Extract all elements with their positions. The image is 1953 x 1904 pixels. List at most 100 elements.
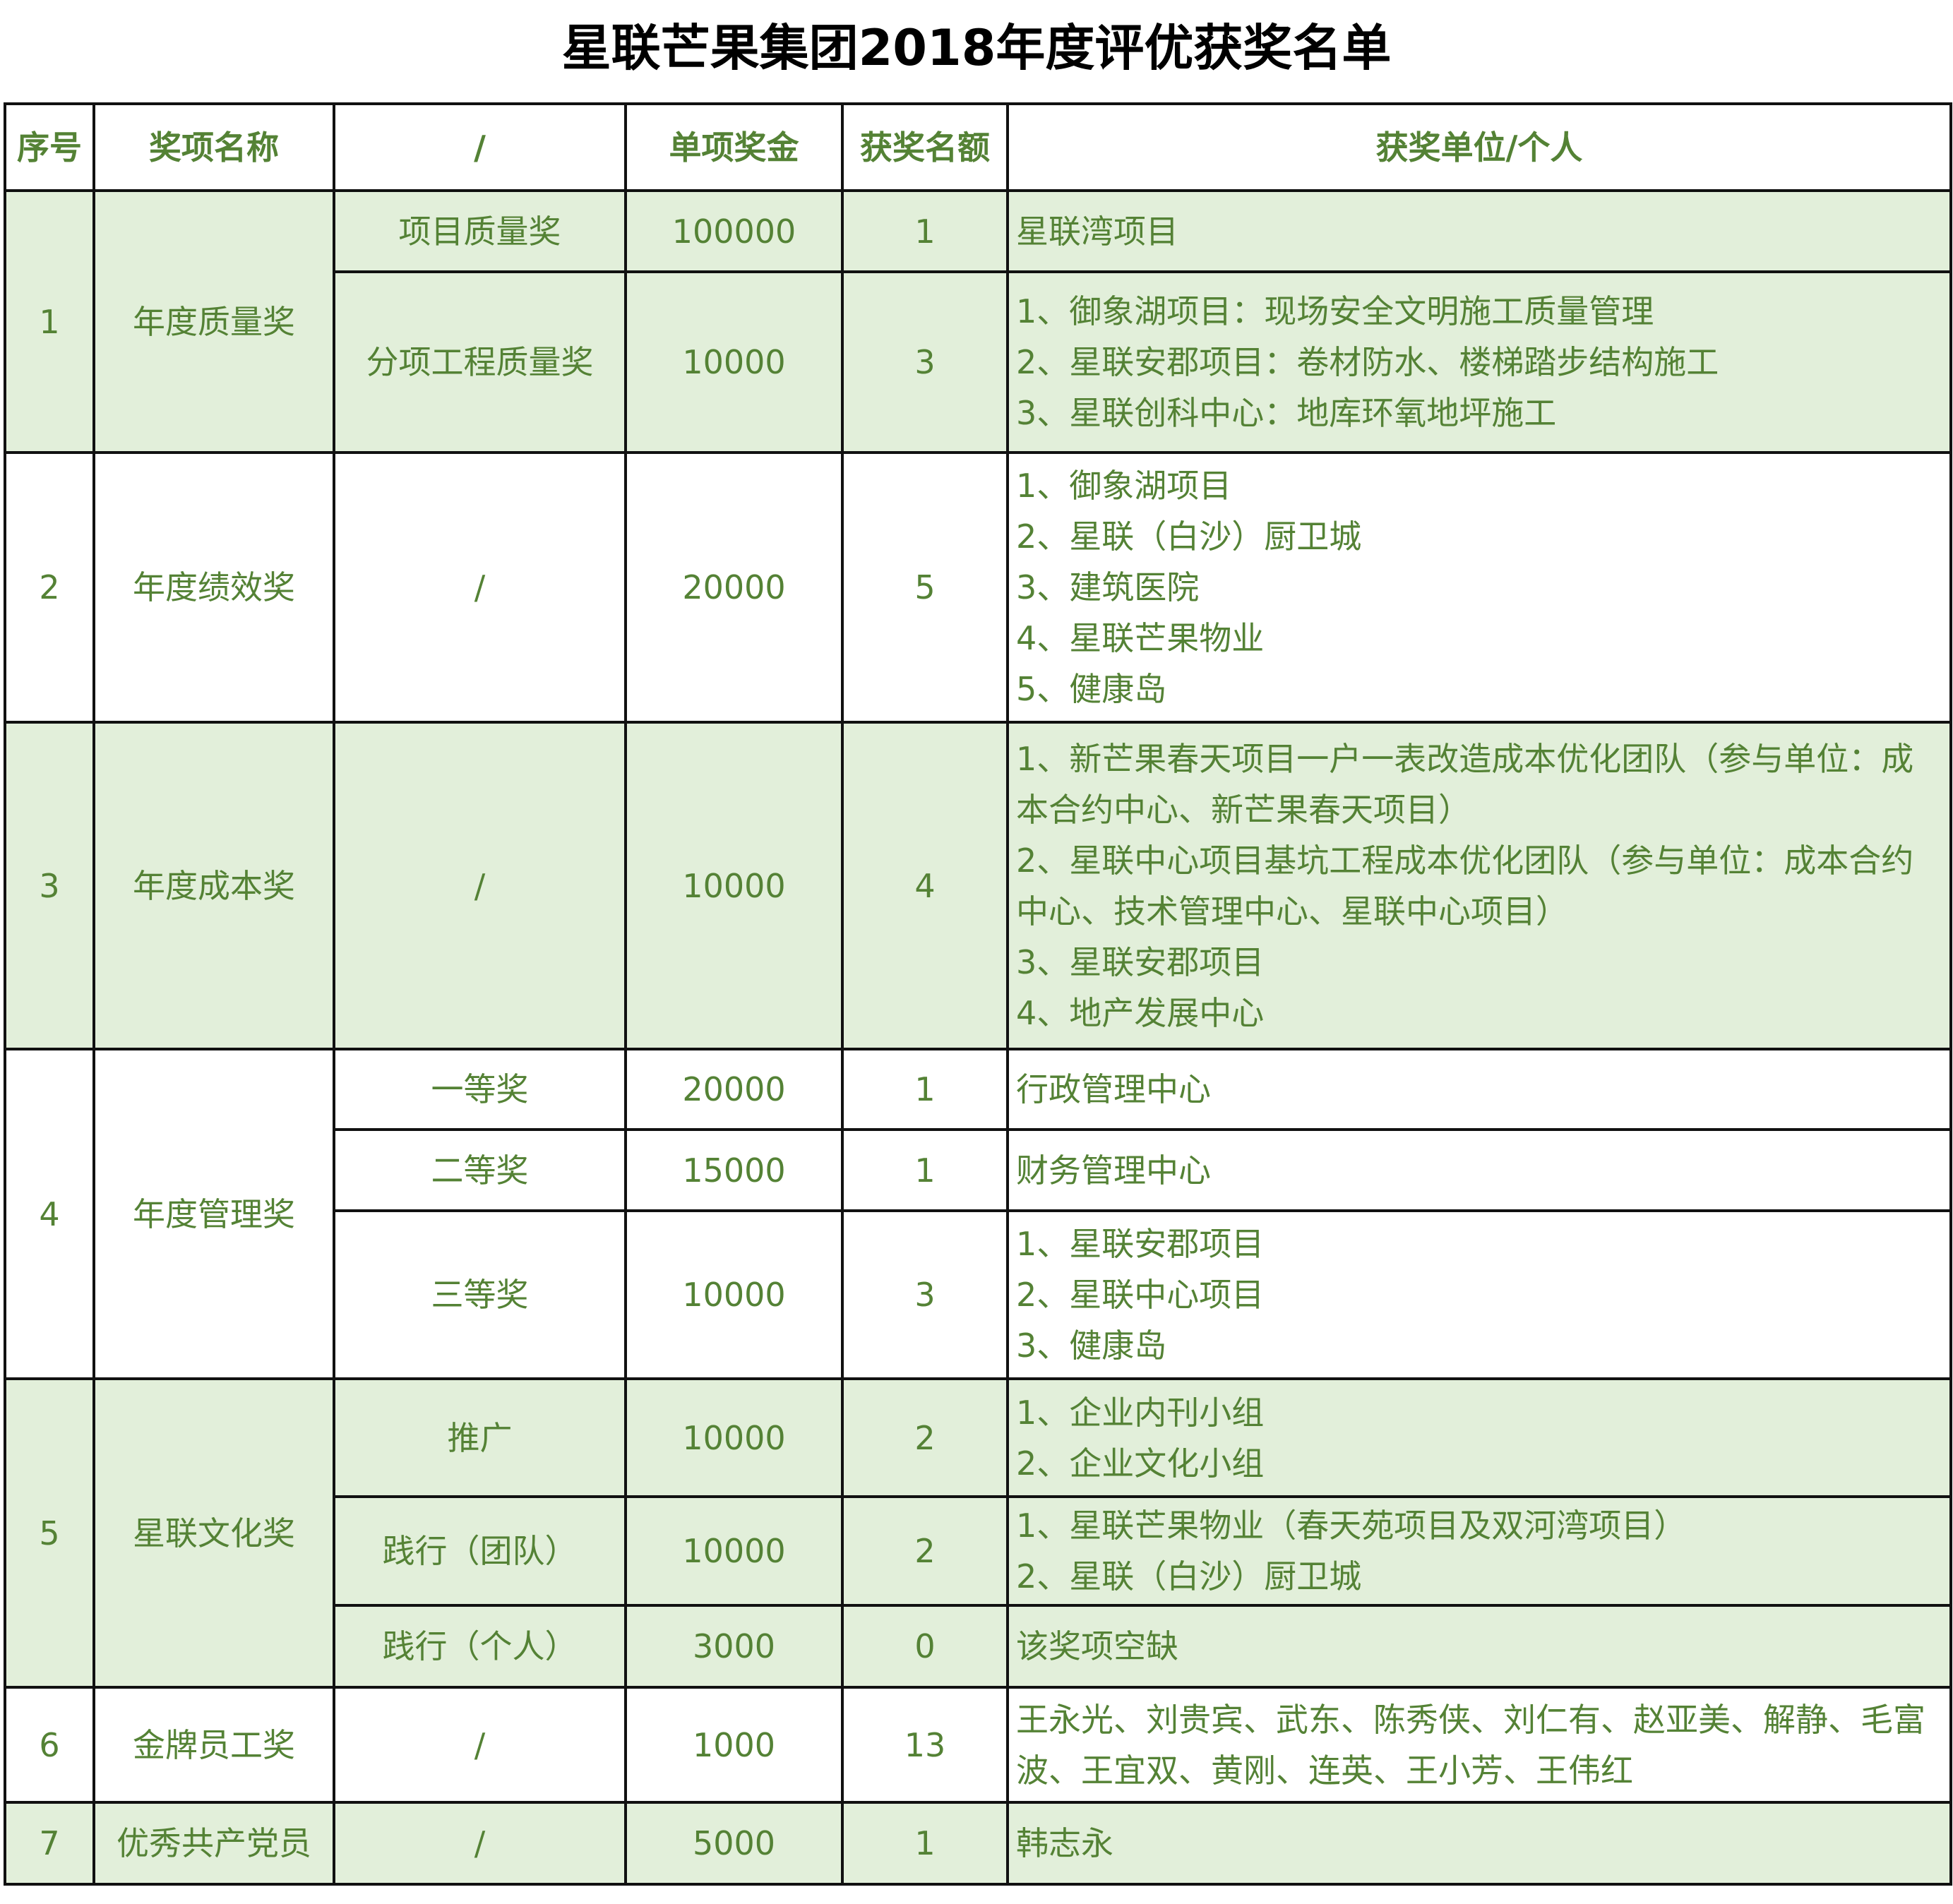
header-count: 获奖名额	[841, 102, 1009, 192]
winner-count: 3	[841, 270, 1009, 454]
row-number: 3	[4, 721, 95, 1050]
winner-item: 1、御象湖项目：现场安全文明施工质量管理	[1016, 292, 1654, 330]
winner-item: 王永光、刘贵宾、武东、陈秀侠、刘仁有、赵亚美、解静、毛富波、王宜双、黄刚、连英、…	[1016, 1700, 1925, 1790]
header-winners: 获奖单位/个人	[1006, 102, 1952, 192]
header-row: 序号 奖项名称 / 单项奖金 获奖名额 获奖单位/个人	[4, 102, 1952, 192]
amount: 15000	[624, 1128, 844, 1212]
winners: 1、企业内刊小组 2、企业文化小组	[1006, 1377, 1952, 1498]
amount: 10000	[624, 721, 844, 1050]
sub-award: 践行（团队）	[333, 1495, 627, 1607]
sub-award: 推广	[333, 1377, 627, 1498]
amount: 5000	[624, 1801, 844, 1886]
winners: 韩志永	[1006, 1801, 1952, 1886]
sub-award: 践行（个人）	[333, 1604, 627, 1689]
winner-item: 2、星联中心项目基坑工程成本优化团队（参与单位：成本合约中心、技术管理中心、星联…	[1016, 841, 1914, 930]
winner-item: 1、御象湖项目	[1016, 467, 1232, 505]
winner-item: 2、企业文化小组	[1016, 1444, 1265, 1483]
winner-count: 13	[841, 1686, 1009, 1804]
table-row: 二等奖 15000 1 财务管理中心	[5, 1128, 1952, 1212]
award-name: 年度绩效奖	[92, 451, 335, 724]
table-row: 6 金牌员工奖/1000 13 王永光、刘贵宾、武东、陈秀侠、刘仁有、赵亚美、解静、毛…	[4, 1686, 1952, 1804]
sub-award: 一等奖	[333, 1048, 627, 1131]
row-number: 6	[4, 1686, 95, 1804]
sub-award: 二等奖	[333, 1128, 627, 1212]
winner-item: 1、新芒果春天项目一户一表改造成本优化团队（参与单位：成本合约中心、新芒果春天项…	[1016, 739, 1914, 829]
winner-item: 该奖项空缺	[1016, 1627, 1178, 1665]
header-sub: /	[333, 102, 627, 192]
winner-item: 3、星联安郡项目	[1016, 942, 1265, 981]
award-name: 年度管理奖	[92, 1048, 335, 1380]
winner-item: 3、建筑医院	[1016, 568, 1200, 606]
table-row: 4 年度管理奖 一等奖 20000 1 行政管理中心	[4, 1048, 1952, 1380]
table-row: 践行（团队） 10000 2 1、星联芒果物业（春天苑项目及双河湾项目） 2、星联（白沙…	[5, 1495, 1952, 1607]
header-award: 奖项名称	[92, 102, 335, 192]
amount: 10000	[624, 1209, 844, 1380]
winners: 1、新芒果春天项目一户一表改造成本优化团队（参与单位：成本合约中心、新芒果春天项…	[1006, 721, 1952, 1050]
award-name: 优秀共产党员	[92, 1801, 335, 1886]
amount: 3000	[624, 1604, 844, 1689]
winners: 王永光、刘贵宾、武东、陈秀侠、刘仁有、赵亚美、解静、毛富波、王宜双、黄刚、连英、…	[1006, 1686, 1952, 1804]
award-name: 年度成本奖	[92, 721, 335, 1050]
winner-item: 4、地产发展中心	[1016, 993, 1265, 1032]
award-name: 年度质量奖	[92, 189, 335, 454]
amount: 20000	[624, 451, 844, 724]
winner-item: 4、星联芒果物业	[1016, 619, 1265, 657]
winner-count: 1	[841, 189, 1009, 273]
amount: 100000	[624, 189, 844, 273]
winner-item: 财务管理中心	[1016, 1151, 1211, 1190]
winners: 1、御象湖项目 2、星联（白沙）厨卫城 3、建筑医院 4、星联芒果物业 5、健康岛	[1006, 451, 1952, 724]
amount: 10000	[624, 270, 844, 454]
winners: 该奖项空缺	[1006, 1604, 1952, 1689]
winner-item: 1、星联芒果物业（春天苑项目及双河湾项目）	[1016, 1507, 1687, 1545]
table-row: 1 年度质量奖 项目质量奖 100000 1 星联湾项目	[4, 189, 1952, 454]
amount: 1000	[624, 1686, 844, 1804]
table-row: 2 年度绩效奖/20000 5 1、御象湖项目 2、星联（白沙）厨卫城 3、建筑医院 4、星…	[4, 451, 1952, 724]
amount: 20000	[624, 1048, 844, 1131]
sub-award: 三等奖	[333, 1209, 627, 1380]
winner-count: 1	[841, 1048, 1009, 1131]
row-number: 4	[4, 1048, 95, 1380]
winners: 星联湾项目	[1006, 189, 1952, 273]
award-name: 金牌员工奖	[92, 1686, 335, 1804]
winner-count: 5	[841, 451, 1009, 724]
winner-item: 2、星联中心项目	[1016, 1276, 1265, 1314]
winner-item: 行政管理中心	[1016, 1070, 1211, 1108]
winner-item: 星联湾项目	[1016, 212, 1178, 251]
winner-item: 2、星联安郡项目：卷材防水、楼梯踏步结构施工	[1016, 343, 1719, 381]
header-amount: 单项奖金	[624, 102, 844, 192]
award-name: 星联文化奖	[92, 1377, 335, 1689]
row-number: 2	[4, 451, 95, 724]
winner-count: 0	[841, 1604, 1009, 1689]
winner-count: 1	[841, 1801, 1009, 1886]
row-number: 7	[4, 1801, 95, 1886]
winner-count: 3	[841, 1209, 1009, 1380]
row-number: 5	[4, 1377, 95, 1689]
winner-item: 1、企业内刊小组	[1016, 1393, 1265, 1432]
row-number: 1	[4, 189, 95, 454]
winner-item: 3、星联创科中心：地库环氧地坪施工	[1016, 394, 1557, 432]
table-row: 5 星联文化奖 推广 10000 2 1、企业内刊小组 2、企业文化小组	[4, 1377, 1952, 1689]
table-row: 践行（个人） 3000 0 该奖项空缺	[5, 1604, 1952, 1689]
header-no: 序号	[4, 102, 95, 192]
winners: 1、星联芒果物业（春天苑项目及双河湾项目） 2、星联（白沙）厨卫城	[1006, 1495, 1952, 1607]
winners: 行政管理中心	[1006, 1048, 1952, 1131]
award-table: 序号 奖项名称 / 单项奖金 获奖名额 获奖单位/个人 1 年度质量奖 项目质量奖 1…	[4, 102, 1952, 1886]
winners: 1、御象湖项目：现场安全文明施工质量管理 2、星联安郡项目：卷材防水、楼梯踏步结构…	[1006, 270, 1952, 454]
sub-award: /	[333, 721, 627, 1050]
winner-count: 2	[841, 1495, 1009, 1607]
sub-award: 分项工程质量奖	[333, 270, 627, 454]
table-row: 分项工程质量奖 10000 3 1、御象湖项目：现场安全文明施工质量管理 2、星联安郡项…	[5, 270, 1952, 454]
page-title: 星联芒果集团2018年度评优获奖名单	[561, 19, 1392, 77]
table-row: 7 优秀共产党员/5000 1 韩志永	[4, 1801, 1952, 1886]
sub-award: /	[333, 1801, 627, 1886]
winner-item: 5、健康岛	[1016, 670, 1167, 708]
winners: 1、星联安郡项目 2、星联中心项目 3、健康岛	[1006, 1209, 1952, 1380]
winner-item: 2、星联（白沙）厨卫城	[1016, 1557, 1362, 1595]
winner-item: 2、星联（白沙）厨卫城	[1016, 517, 1362, 556]
sub-award: /	[333, 451, 627, 724]
winner-count: 2	[841, 1377, 1009, 1498]
sub-award: /	[333, 1686, 627, 1804]
table-row: 3 年度成本奖/10000 4 1、新芒果春天项目一户一表改造成本优化团队（参与单位：…	[4, 721, 1952, 1050]
winner-item: 1、星联安郡项目	[1016, 1225, 1265, 1263]
amount: 10000	[624, 1377, 844, 1498]
